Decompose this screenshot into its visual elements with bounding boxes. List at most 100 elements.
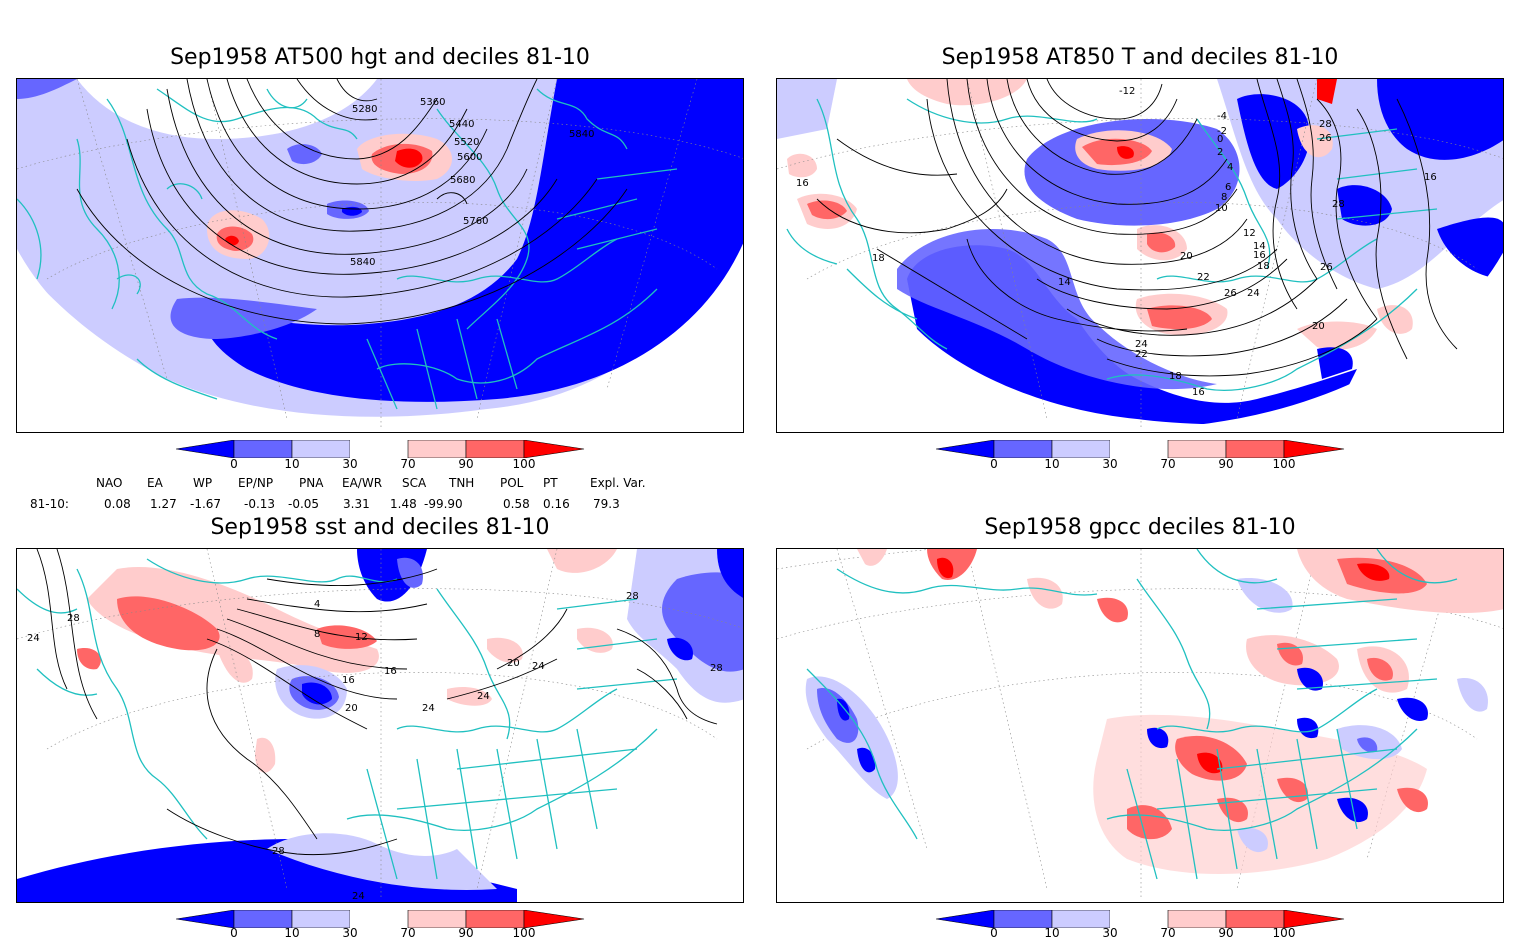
coastlines xyxy=(17,558,678,880)
svg-text:24: 24 xyxy=(422,703,435,714)
map-t850-svg: -12 -4 -2 0 2 4 6 8 10 12 14 16 16 16 18… xyxy=(777,79,1503,432)
panel-title-t850: Sep1958 AT850 T and deciles 81-10 xyxy=(941,45,1339,70)
map-gpcc-svg xyxy=(777,549,1503,899)
colorbar-tick: 10 xyxy=(1044,926,1060,940)
svg-text:16: 16 xyxy=(384,666,397,677)
colorbar-tick: 90 xyxy=(458,457,474,471)
map-panel-hgt: 5280 5360 5440 5520 5600 5680 5760 5840 … xyxy=(16,78,744,433)
colorbar-tick: 90 xyxy=(1218,457,1234,471)
map-panel-gpcc xyxy=(776,548,1504,903)
coastlines xyxy=(806,549,1458,880)
svg-text:26: 26 xyxy=(1224,288,1237,299)
colorbar-tick: 0 xyxy=(230,926,238,940)
colorbar-tick: 10 xyxy=(284,457,300,471)
svg-text:4: 4 xyxy=(1227,162,1233,173)
svg-text:24: 24 xyxy=(477,691,490,702)
svg-text:16: 16 xyxy=(1424,172,1437,183)
svg-text:5680: 5680 xyxy=(450,175,475,186)
svg-text:5520: 5520 xyxy=(454,137,479,148)
hgt-contour-labels: 5280 5360 5440 5520 5600 5680 5760 5840 … xyxy=(350,97,594,268)
outside-mask xyxy=(777,249,1503,432)
svg-text:28: 28 xyxy=(626,591,639,602)
svg-text:28: 28 xyxy=(1319,119,1332,130)
coastlines xyxy=(786,98,1438,391)
colorbar-tick: 70 xyxy=(1160,926,1176,940)
decile-shading xyxy=(805,549,1503,874)
t-contours xyxy=(816,79,1458,377)
map-panel-t850: -12 -4 -2 0 2 4 6 8 10 12 14 16 16 16 18… xyxy=(776,78,1504,433)
index-value: 0.58 xyxy=(503,497,530,511)
hgt-contours xyxy=(76,79,628,325)
svg-text:22: 22 xyxy=(1197,272,1210,283)
svg-text:24: 24 xyxy=(352,891,365,902)
svg-text:20: 20 xyxy=(1312,321,1325,332)
colorbar-hgt: 0 10 30 70 90 100 xyxy=(175,439,586,480)
colorbar-strip xyxy=(935,909,1345,929)
colorbar-tick: 100 xyxy=(1272,457,1296,471)
svg-text:4: 4 xyxy=(314,599,320,610)
index-header: EP/NP xyxy=(238,476,274,490)
svg-text:20: 20 xyxy=(507,658,520,669)
colorbar-tick: 100 xyxy=(1272,926,1296,940)
index-value: 0.16 xyxy=(543,497,570,511)
svg-text:-2: -2 xyxy=(1217,126,1227,137)
svg-text:10: 10 xyxy=(1215,203,1228,214)
index-value: -0.13 xyxy=(244,497,276,511)
index-row-label: 81-10: xyxy=(30,497,69,511)
svg-text:-12: -12 xyxy=(1119,86,1135,97)
index-header: PNA xyxy=(299,476,324,490)
colorbar-tick: 100 xyxy=(512,457,536,471)
svg-text:5840: 5840 xyxy=(350,257,375,268)
svg-text:6: 6 xyxy=(1225,182,1231,193)
outside-mask xyxy=(17,249,743,432)
decile-shading xyxy=(17,79,743,417)
colorbar-t850: 0 10 30 70 90 100 xyxy=(935,439,1346,480)
index-value: 1.27 xyxy=(150,497,177,511)
colorbar-tick: 0 xyxy=(230,457,238,471)
colorbar-tick: 100 xyxy=(512,926,536,940)
colorbar-tick: 70 xyxy=(400,926,416,940)
svg-text:5760: 5760 xyxy=(463,216,488,227)
index-header: NAO xyxy=(96,476,123,490)
map-hgt-svg: 5280 5360 5440 5520 5600 5680 5760 5840 … xyxy=(17,79,743,432)
colorbar-tick: 70 xyxy=(1160,457,1176,471)
svg-text:2: 2 xyxy=(1217,147,1223,158)
sst-contour-labels: 24 28 4 8 12 16 16 20 24 24 20 24 28 28 … xyxy=(27,591,723,902)
colorbar-strip xyxy=(935,439,1345,459)
svg-text:8: 8 xyxy=(314,629,320,640)
colorbar-tick: 70 xyxy=(400,457,416,471)
colorbar-strip xyxy=(175,439,585,459)
graticule xyxy=(777,549,1503,899)
index-value: -0.05 xyxy=(288,497,320,511)
coastlines xyxy=(17,88,678,410)
svg-text:20: 20 xyxy=(345,703,358,714)
index-value: 1.48 xyxy=(390,497,417,511)
colorbar-tick: 30 xyxy=(342,457,358,471)
svg-text:12: 12 xyxy=(1243,228,1256,239)
svg-text:5280: 5280 xyxy=(352,104,377,115)
index-header: PT xyxy=(543,476,558,490)
index-value: -1.67 xyxy=(190,497,222,511)
svg-text:0: 0 xyxy=(1217,134,1223,145)
decile-shading xyxy=(777,79,1503,425)
svg-text:16: 16 xyxy=(342,675,355,686)
decile-shading xyxy=(17,549,743,902)
svg-text:26: 26 xyxy=(1320,262,1333,273)
index-value: -99.90 xyxy=(424,497,463,511)
svg-text:14: 14 xyxy=(1253,241,1266,252)
index-header: SCA xyxy=(402,476,427,490)
svg-text:18: 18 xyxy=(872,253,885,264)
colorbar-gpcc: 0 10 30 70 90 100 xyxy=(935,909,1346,940)
index-header: Expl. Var. xyxy=(590,476,646,490)
svg-text:5360: 5360 xyxy=(420,97,445,108)
sst-contours xyxy=(36,549,718,856)
svg-text:28: 28 xyxy=(272,846,285,857)
svg-text:16: 16 xyxy=(1253,250,1266,261)
panel-title-gpcc: Sep1958 gpcc deciles 81-10 xyxy=(984,515,1296,540)
colorbar-tick: 30 xyxy=(1102,457,1118,471)
index-value: 3.31 xyxy=(343,497,370,511)
index-header: TNH xyxy=(449,476,475,490)
svg-text:16: 16 xyxy=(1192,387,1205,398)
svg-text:26: 26 xyxy=(1319,133,1332,144)
svg-text:24: 24 xyxy=(1247,288,1260,299)
